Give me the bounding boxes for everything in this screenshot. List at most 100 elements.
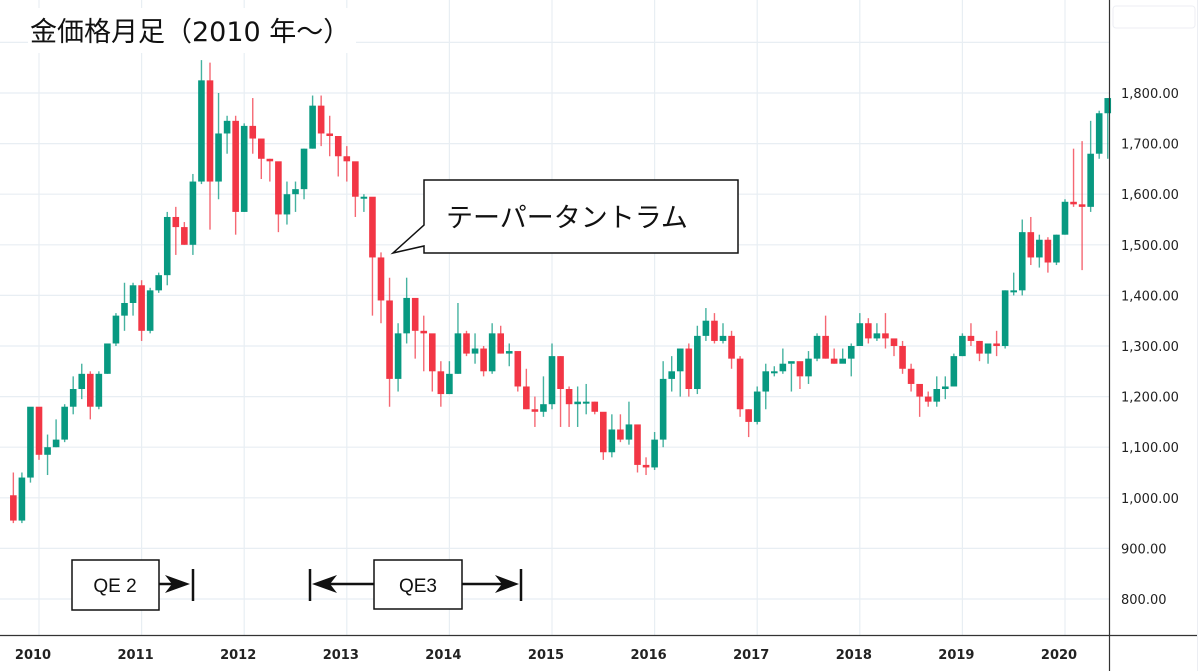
time-tick-label: 2011 [118,648,154,663]
candle-down [334,136,342,177]
qe3-right-arrow-head [495,575,519,593]
candle-up [78,363,86,400]
candle-down [745,409,752,438]
chart-title: 金価格月足（2010 年〜） [28,8,357,53]
candle-up [625,401,633,445]
candle-down [172,206,180,255]
candle-down [258,138,265,180]
candle-down [557,356,564,427]
candle-up [403,277,410,344]
qe3-box [373,559,463,610]
candle-up [779,348,787,374]
candle-up [1036,234,1043,268]
candle-down [181,222,188,245]
candle-up [574,386,581,427]
candle-up [1061,199,1069,235]
candle-down [600,411,607,460]
candle-up [942,376,949,400]
time-tick-label: 2013 [323,648,359,663]
candle-down [890,338,898,357]
price-tick-label: 1,600.00 [1121,188,1179,203]
candle-up [753,386,761,425]
qe2-label: QE 2 [93,576,136,597]
callout-text: テーパータントラム [446,203,688,234]
qe2-annotation: QE 2 [71,559,195,611]
candle-down [711,313,718,344]
candle-up [1087,120,1094,212]
price-tick-label: 1,700.00 [1121,138,1179,153]
candle-down [685,343,693,397]
candle-down [497,325,504,354]
candle-down [634,424,641,473]
candle-down [420,315,428,372]
candle-down [882,313,889,349]
candle-up [694,325,701,395]
candle-down [35,406,43,460]
candle-up [856,313,864,346]
candle-up [394,323,402,392]
candle-up [1001,290,1009,349]
corner-box [1112,5,1196,29]
candle-up [676,348,684,397]
candle-up [873,323,881,341]
candle-down [232,115,239,235]
candle-up [540,376,547,417]
qe3-left-arrow-head [312,575,337,593]
callout-bubble [390,179,739,255]
candle-down [591,401,599,415]
candle-down [865,318,872,344]
time-tick-label: 2010 [15,648,51,663]
candle-down [352,161,359,217]
candle-up [668,356,675,392]
time-tick-label: 2019 [938,648,974,663]
candle-up [719,323,727,344]
candle-up [771,366,778,377]
time-tick-label: 2017 [733,648,769,663]
candles [10,60,1112,524]
candle-up [292,181,299,212]
candle-up [702,308,710,341]
candle-up [215,93,222,200]
candle-down [531,396,539,427]
candle-down [736,356,744,417]
candle-down [317,95,325,147]
candle-up [950,353,958,387]
candle-down [565,386,573,427]
candle-down [796,361,804,390]
candle-down [275,161,282,233]
candle-down [386,277,393,407]
candle-down [138,280,145,341]
candle-down [369,196,376,316]
candle-down [1027,216,1035,266]
candle-down [617,414,624,443]
candle-up [959,333,966,357]
candle-up [548,343,556,410]
qe2-box [71,559,160,611]
price-tick-label: 1,500.00 [1121,239,1179,254]
candle-down [10,472,17,524]
candle-up [847,343,855,377]
candle-down [899,340,906,374]
candle-down [249,98,257,154]
candle-up [69,376,77,415]
candle-up [104,343,111,374]
candle-down [343,146,351,182]
candle-up [582,383,590,415]
price-tick-label: 1,200.00 [1121,391,1179,406]
candle-down [326,115,333,157]
time-tick-label: 2014 [425,648,461,663]
candle-down [206,62,214,230]
candle-down [1070,148,1077,207]
candle-up [360,194,368,212]
candle-up [240,123,248,212]
candle-down [916,383,923,417]
candle-up [608,414,616,458]
qe2-arrow-head [165,575,190,593]
candle-up [1104,98,1112,159]
candle-down [514,351,522,392]
candle-up [933,376,941,407]
candle-down [728,330,735,369]
taper-tantrum-callout: テーパータントラム [390,179,739,255]
price-tick-label: 800.00 [1121,593,1167,608]
candle-up [805,351,812,384]
